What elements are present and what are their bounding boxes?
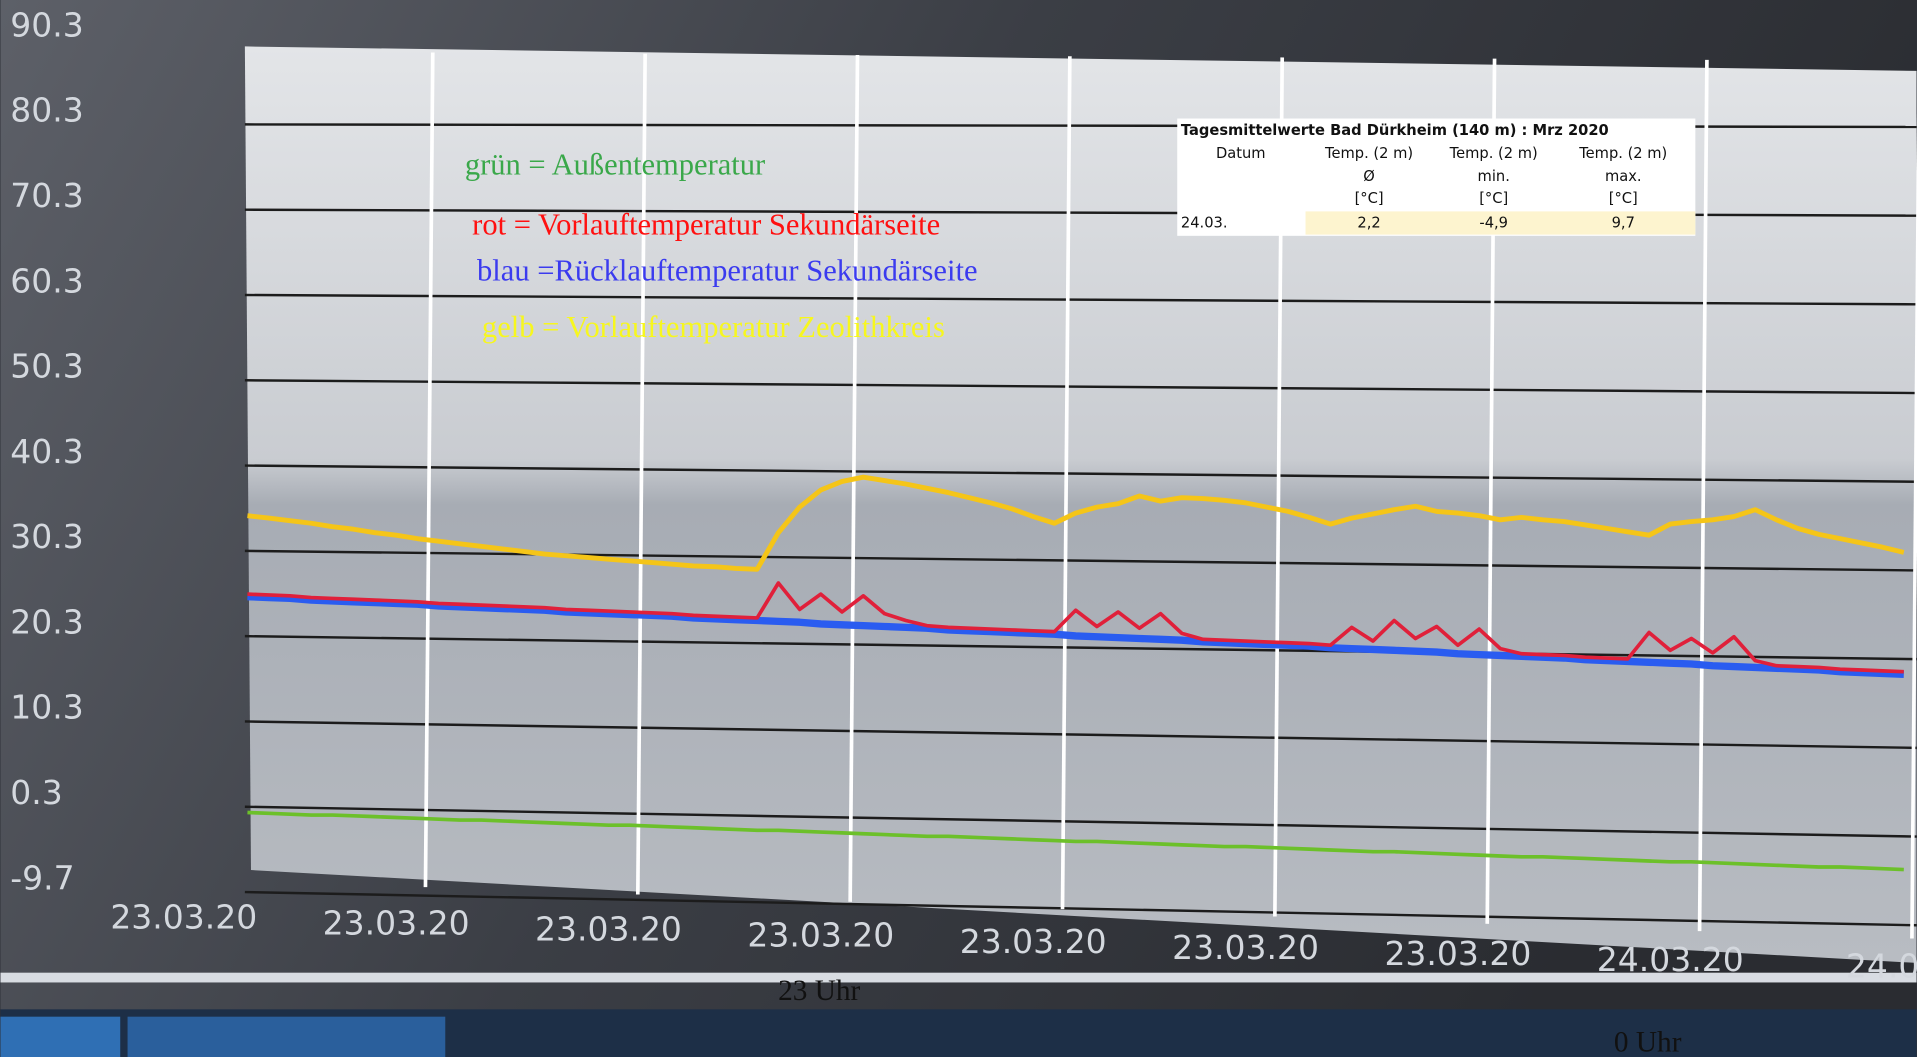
annotation: 23 Uhr [778, 975, 860, 1007]
grid-line [244, 634, 1917, 661]
column-header: min. [1478, 168, 1510, 185]
table-cell: 9,7 [1612, 215, 1635, 232]
grid-line [244, 379, 1917, 395]
y-tick-label: 30.3 [10, 517, 83, 556]
grid-line [244, 464, 1917, 483]
column-header: Temp. (2 m) [1578, 145, 1667, 162]
series-line [247, 581, 1904, 674]
x-tick-label: 23.03.20 [535, 910, 682, 949]
y-tick-label: 20.3 [10, 602, 83, 641]
y-tick-label: 10.3 [10, 688, 83, 727]
legend-entry: blau =Rücklauftemperatur Sekundärseite [477, 254, 977, 288]
y-tick-label: 70.3 [10, 176, 83, 215]
x-tick-label: 23.03.20 [747, 916, 894, 955]
x-tick-label: 23.03.20 [1172, 928, 1319, 967]
y-tick-label: 90.3 [10, 5, 83, 44]
table-title: Tagesmittelwerte Bad Dürkheim (140 m) : … [1181, 122, 1609, 139]
series-line [247, 474, 1905, 572]
toolbar-button[interactable] [0, 1016, 121, 1057]
grid [244, 52, 1917, 939]
row-highlight [1305, 211, 1696, 235]
y-tick-label: 0.3 [10, 773, 62, 812]
y-tick-label: 60.3 [10, 261, 83, 300]
column-header: Ø [1363, 168, 1375, 185]
grid-line [1060, 56, 1072, 910]
x-tick-label: 23.03.20 [323, 904, 470, 943]
plot-area [244, 46, 1917, 963]
x-tick-label: 24.0 [1846, 946, 1917, 985]
grid-line [244, 293, 1917, 306]
grid-line [244, 805, 1917, 838]
column-header: Datum [1216, 145, 1266, 162]
column-header: Temp. (2 m) [1324, 145, 1413, 162]
grid-line [244, 890, 1917, 927]
series-line [247, 810, 1904, 872]
table-cell: 2,2 [1357, 215, 1380, 232]
annotation: 0 Uhr [1614, 1027, 1682, 1057]
column-header: Temp. (2 m) [1449, 145, 1538, 162]
column-header: [°C] [1479, 190, 1508, 207]
toolbar-button[interactable] [127, 1016, 446, 1057]
legend-entry: grün = Außentemperatur [465, 147, 765, 181]
y-tick-label: 40.3 [10, 432, 83, 471]
series-line [247, 593, 1904, 678]
y-tick-label: -9.7 [10, 858, 74, 897]
y-tick-label: 50.3 [10, 347, 83, 386]
grid-line [1910, 112, 1917, 939]
series [247, 474, 1905, 872]
column-header: [°C] [1609, 190, 1638, 207]
table-cell: 24.03. [1181, 215, 1228, 232]
x-tick-label: 23.03.20 [960, 922, 1107, 961]
grid-line [1697, 59, 1709, 932]
column-header: [°C] [1355, 190, 1384, 207]
grid-line [244, 720, 1917, 750]
x-tick-label: 24.03.20 [1597, 940, 1744, 979]
grid-line [635, 53, 647, 895]
y-tick-label: 80.3 [10, 91, 83, 130]
legend: grün = Außentemperatur rot = Vorlauftempe… [465, 147, 978, 344]
table-cell: -4,9 [1479, 215, 1508, 232]
legend-entry: gelb = Vorlauftemperatur Zeolithkreis [482, 310, 945, 344]
separator [0, 972, 1917, 983]
grid-line [423, 52, 435, 888]
x-tick-label: 23.03.20 [110, 897, 257, 936]
legend-entry: rot = Vorlauftemperatur Sekundärseite [472, 207, 940, 241]
column-header: max. [1605, 168, 1642, 185]
weather-table: Tagesmittelwerte Bad Dürkheim (140 m) : … [1177, 118, 1696, 236]
x-tick-label: 23.03.20 [1384, 934, 1531, 973]
grid-line [244, 549, 1917, 572]
labels: 90.3 80.3 70.3 60.3 50.3 40.3 30.3 20.3 10.3 0.3 -… [10, 5, 1917, 1057]
